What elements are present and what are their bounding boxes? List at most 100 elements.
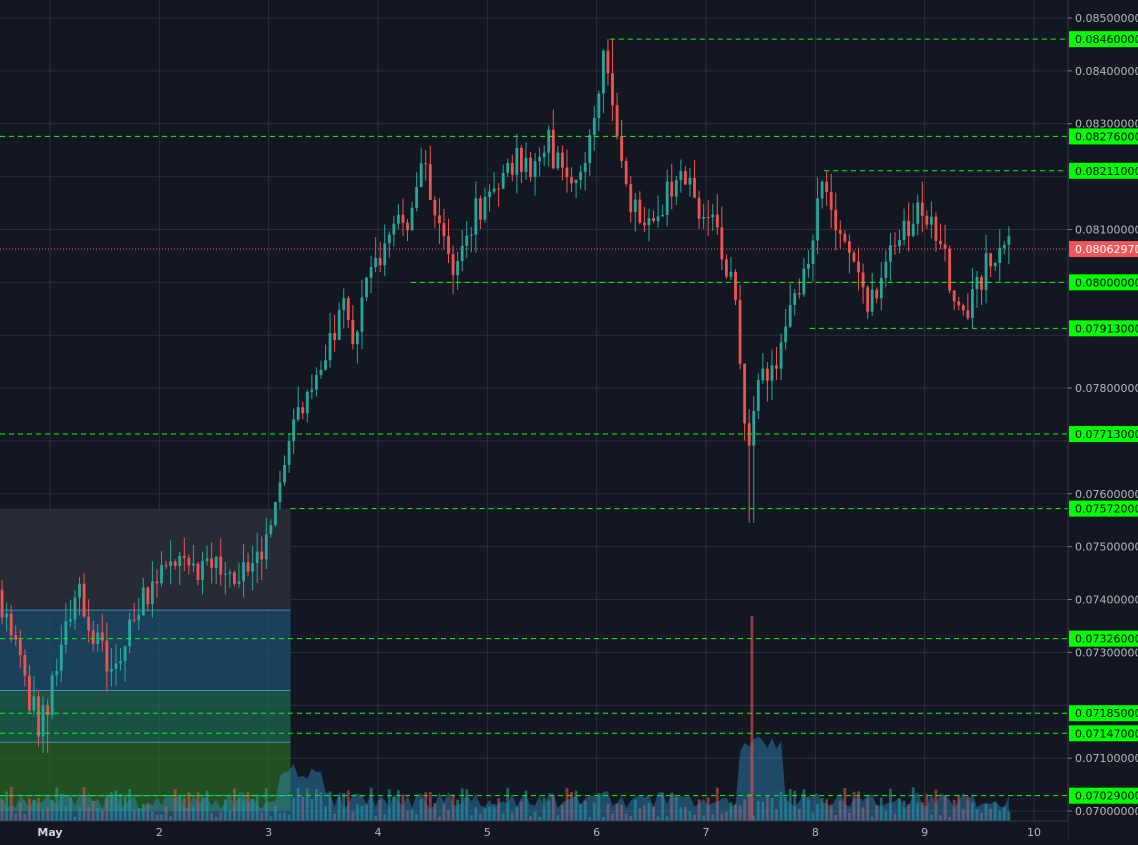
candle-body (661, 214, 665, 217)
price-level-badge (1069, 705, 1138, 722)
candle-body (187, 557, 191, 566)
volume-bar (706, 797, 710, 821)
candle-body (228, 572, 232, 574)
volume-bar (478, 813, 482, 821)
price-level-label: 0.07147000 (1075, 727, 1138, 740)
candle-body (834, 209, 838, 231)
volume-bar (711, 814, 715, 821)
candle-body (574, 179, 578, 184)
volume-bar (251, 799, 255, 821)
candle-body (64, 621, 68, 645)
volume-bar (734, 804, 737, 821)
candle-body (191, 563, 195, 566)
volume-bar (374, 815, 378, 821)
volume-bar (761, 801, 765, 821)
candle-body (980, 276, 983, 290)
volume-bar (661, 792, 665, 821)
volume-bar (474, 807, 478, 821)
volume-bar (18, 803, 22, 821)
volume-bar (173, 788, 177, 821)
candle-body (401, 214, 405, 223)
candle-body (629, 184, 633, 213)
candle-body (383, 243, 387, 266)
zone-band (0, 508, 291, 611)
y-tick-label: 0.08300000 (1075, 118, 1138, 131)
volume-bar (852, 791, 856, 821)
volume-bar (219, 812, 223, 821)
candle-body (884, 261, 888, 278)
candle-body (875, 289, 879, 299)
volume-bar (898, 798, 901, 821)
price-level-label: 0.07185000 (1075, 707, 1138, 720)
volume-bar (378, 799, 382, 821)
candle-body (406, 222, 409, 231)
candle-body (524, 157, 528, 172)
volume-bar (324, 806, 327, 821)
volume-bar (23, 814, 27, 821)
volume-bar (998, 811, 1002, 821)
candle-body (196, 563, 200, 580)
candle-body (182, 556, 186, 558)
volume-bar (715, 787, 719, 821)
candle-body (866, 287, 870, 312)
x-tick-label: 9 (921, 826, 928, 839)
volume-bar (78, 806, 81, 821)
candle-body (292, 419, 296, 442)
candle-body (519, 147, 523, 172)
candle-body (816, 198, 819, 241)
price-level-badge (1069, 128, 1138, 145)
volume-bar (902, 800, 906, 821)
volume-bar (310, 799, 314, 821)
candle-body (702, 216, 706, 219)
volume-bar (989, 808, 993, 821)
volume-bar (223, 799, 227, 821)
candle-body (465, 235, 469, 246)
candle-body (41, 705, 45, 737)
volume-bar (447, 810, 450, 821)
candle-body (820, 181, 824, 199)
volume-bar (214, 816, 218, 821)
volume-bar (693, 814, 696, 821)
candle-body (847, 241, 851, 253)
volume-bar (579, 803, 583, 821)
candle-body (793, 293, 797, 305)
volume-bar (948, 816, 952, 821)
volume-bar (784, 796, 788, 821)
candle-body (392, 223, 396, 235)
candle-body (734, 271, 737, 301)
volume-bar (816, 804, 819, 821)
volume-bar (437, 816, 441, 821)
candle-body (711, 214, 715, 218)
volume-bar (342, 793, 346, 821)
candle-body (164, 565, 168, 567)
volume-bar (934, 789, 938, 821)
candle-body (419, 163, 423, 187)
candle-body (720, 227, 724, 260)
candle-body (729, 271, 733, 277)
volume-bar (264, 788, 268, 821)
volume-bar (884, 811, 888, 821)
volume-bar (524, 790, 528, 821)
volume-bar (756, 801, 760, 821)
volume-bar (907, 804, 911, 821)
volume-bar (843, 787, 847, 821)
volume-bar (410, 809, 414, 821)
volume-bar (916, 802, 920, 821)
candle-body (114, 663, 118, 669)
price-level-label: 0.07029000 (1075, 790, 1138, 803)
volume-bar (141, 803, 145, 821)
zones (0, 508, 291, 811)
price-level-badge (1069, 320, 1138, 337)
volume-bar (925, 794, 929, 821)
candle-body (592, 118, 596, 136)
volume-bar (246, 792, 250, 821)
candle-body (907, 220, 911, 236)
price-level-label: 0.07913000 (1075, 322, 1138, 335)
y-tick-label: 0.07300000 (1075, 646, 1138, 659)
volume-bar (747, 793, 751, 821)
volume-bar (210, 812, 214, 821)
candle-body (501, 172, 505, 189)
volume-bar (114, 790, 118, 821)
candle-body (160, 565, 163, 584)
